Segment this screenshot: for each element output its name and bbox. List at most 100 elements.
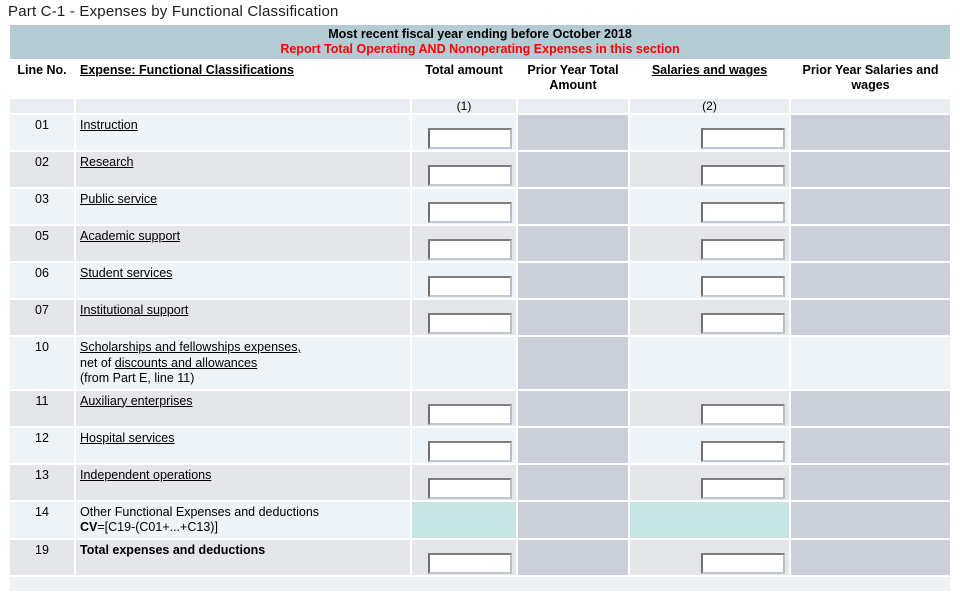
expense-row-07: 07 Institutional support <box>10 300 951 335</box>
expense-link[interactable]: Instruction <box>80 118 138 132</box>
salaries-wages-cell-11 <box>630 390 789 426</box>
prior-year-salaries-cell-19 <box>791 539 951 575</box>
expense-row-14: 14 Other Functional Expenses and deductio… <box>10 501 951 538</box>
column-header-prior-year-salaries: Prior Year Salaries and wages <box>791 61 951 97</box>
prior-year-salaries-cell-07 <box>791 300 951 335</box>
total-amount-input-02[interactable] <box>428 165 512 186</box>
prior-year-salaries-cell-01 <box>791 115 951 150</box>
column-number-1: (1) <box>412 99 516 113</box>
salaries-wages-cell-06 <box>630 263 789 298</box>
expense-label-14: Other Functional Expenses and deductions… <box>76 501 410 538</box>
expense-link[interactable]: Hospital services <box>80 430 175 445</box>
prior-year-total-cell-14 <box>518 501 628 538</box>
operating-expenses-warning: Report Total Operating AND Nonoperating … <box>280 42 680 56</box>
salaries-wages-cell-14 <box>630 501 789 538</box>
salaries-wages-input-19[interactable] <box>701 552 785 574</box>
salaries-wages-input-05[interactable] <box>701 239 785 260</box>
total-amount-input-01[interactable] <box>428 128 512 149</box>
prior-year-total-cell-10 <box>518 337 628 389</box>
line-number-06: 06 <box>10 263 74 298</box>
total-amount-input-07[interactable] <box>428 313 512 334</box>
column-number-2: (2) <box>630 99 789 113</box>
salaries-wages-cell-19 <box>630 539 789 575</box>
total-amount-input-03[interactable] <box>428 202 512 223</box>
expense-link[interactable]: Independent operations <box>80 467 212 482</box>
expense-link[interactable]: Institutional support <box>80 303 189 317</box>
line-number-02: 02 <box>10 152 74 187</box>
expense-link[interactable]: Student services <box>80 266 173 280</box>
salaries-wages-input-06[interactable] <box>701 276 785 297</box>
column-header-row: Line No. Expense: Functional Classificat… <box>10 61 951 97</box>
salaries-wages-input-13[interactable] <box>701 477 785 499</box>
line-number-11: 11 <box>10 390 74 426</box>
total-amount-input-12[interactable] <box>428 440 512 462</box>
total-amount-cell-10 <box>412 337 516 389</box>
total-amount-input-05[interactable] <box>428 239 512 260</box>
expense-label-01: Instruction <box>76 115 410 150</box>
line-number-07: 07 <box>10 300 74 335</box>
expense-link[interactable]: Research <box>80 155 134 169</box>
expense-label-03: Public service <box>76 189 410 224</box>
table-header-band: Most recent fiscal year ending before Oc… <box>10 25 951 59</box>
prior-year-total-cell-02 <box>518 152 628 187</box>
prior-year-total-cell-19 <box>518 539 628 575</box>
prior-year-salaries-cell-03 <box>791 189 951 224</box>
total-amount-cell-03 <box>412 189 516 224</box>
column-header-total-amount: Total amount <box>412 61 516 97</box>
salaries-wages-cell-10 <box>630 337 789 389</box>
prior-year-salaries-cell-13 <box>791 464 951 500</box>
expense-link[interactable]: Scholarships and fellowships expenses, <box>80 340 301 354</box>
salaries-wages-cell-13 <box>630 464 789 500</box>
prior-year-total-cell-01 <box>518 115 628 150</box>
total-amount-input-13[interactable] <box>428 477 512 499</box>
expense-link[interactable]: discounts and allowances <box>114 355 258 370</box>
total-amount-cell-07 <box>412 300 516 335</box>
expense-row-12: 12 Hospital services <box>10 427 951 463</box>
expense-row-01: 01 Instruction <box>10 115 951 150</box>
total-amount-input-11[interactable] <box>428 403 512 425</box>
salaries-wages-cell-02 <box>630 152 789 187</box>
salaries-wages-input-02[interactable] <box>701 165 785 186</box>
total-amount-cell-11 <box>412 390 516 426</box>
prior-year-total-cell-06 <box>518 263 628 298</box>
salaries-wages-input-12[interactable] <box>701 440 785 462</box>
total-amount-input-19[interactable] <box>428 552 512 574</box>
salaries-wages-cell-03 <box>630 189 789 224</box>
expense-row-13: 13 Independent operations <box>10 464 951 500</box>
prior-year-total-cell-03 <box>518 189 628 224</box>
expense-row-03: 03 Public service <box>10 189 951 224</box>
salaries-wages-input-11[interactable] <box>701 403 785 425</box>
expense-row-06: 06 Student services <box>10 263 951 298</box>
expense-label-02: Research <box>76 152 410 187</box>
prior-year-total-cell-13 <box>518 464 628 500</box>
expense-row-19: 19 Total expenses and deductions <box>10 539 951 575</box>
total-amount-cell-02 <box>412 152 516 187</box>
column-number-row: (1) (2) <box>10 99 951 113</box>
salaries-wages-cell-01 <box>630 115 789 150</box>
expense-link[interactable]: Auxiliary enterprises <box>80 393 193 408</box>
prior-year-total-cell-05 <box>518 226 628 261</box>
prior-year-salaries-cell-11 <box>791 390 951 426</box>
prior-year-salaries-cell-02 <box>791 152 951 187</box>
prior-year-salaries-cell-14 <box>791 501 951 538</box>
line-number-01: 01 <box>10 115 74 150</box>
salaries-wages-cell-05 <box>630 226 789 261</box>
expense-label-13: Independent operations <box>76 464 410 500</box>
total-amount-input-06[interactable] <box>428 276 512 297</box>
expense-label-19: Total expenses and deductions <box>76 539 410 575</box>
line-number-10: 10 <box>10 337 74 389</box>
expense-row-10: 10 Scholarships and fellowships expenses,… <box>10 337 951 389</box>
salaries-wages-input-03[interactable] <box>701 202 785 223</box>
table-footer-bar <box>10 576 951 591</box>
salaries-wages-input-07[interactable] <box>701 313 785 334</box>
column-header-prior-year-total: Prior Year Total Amount <box>518 61 628 97</box>
line-number-12: 12 <box>10 427 74 463</box>
salaries-wages-cell-12 <box>630 427 789 463</box>
expense-link[interactable]: Public service <box>80 192 158 206</box>
salaries-wages-input-01[interactable] <box>701 128 785 149</box>
expense-link[interactable]: Academic support <box>80 229 181 243</box>
expense-row-02: 02 Research <box>10 152 951 187</box>
part-c1-expenses-table: Most recent fiscal year ending before Oc… <box>8 23 953 593</box>
expense-row-05: 05 Academic support <box>10 226 951 261</box>
fiscal-year-note: Most recent fiscal year ending before Oc… <box>328 27 632 41</box>
